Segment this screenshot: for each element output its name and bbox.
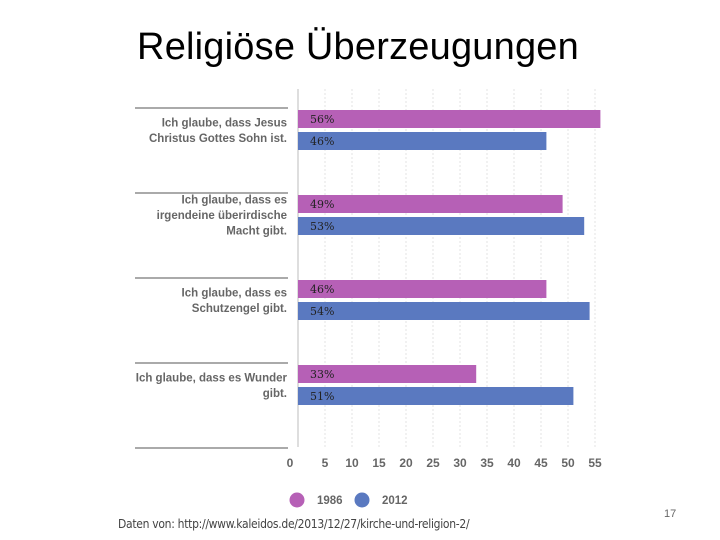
x-tick-label: 20 <box>399 456 413 470</box>
category-label: Ich glaube, dass es <box>182 195 287 207</box>
bar-2012 <box>298 302 590 320</box>
x-tick-label: 40 <box>507 456 521 470</box>
bar-value-label: 56% <box>310 113 334 126</box>
bar-1986 <box>298 110 601 128</box>
x-tick-label: 0 <box>287 456 294 470</box>
category-label: Schutzengel gibt. <box>192 303 287 315</box>
legend-label: 2012 <box>382 495 408 507</box>
bar-value-label: 46% <box>310 135 334 148</box>
category-label: irgendeine überirdische <box>157 210 287 222</box>
bar-1986 <box>298 280 547 298</box>
x-tick-label: 25 <box>426 456 440 470</box>
legend-swatch-2012 <box>354 492 370 508</box>
x-tick-label: 30 <box>453 456 467 470</box>
legend-swatch-1986 <box>289 492 305 508</box>
x-tick-label: 10 <box>345 456 359 470</box>
category-label: Ich glaube, dass Jesus <box>162 117 287 129</box>
x-tick-label: 55 <box>588 456 602 470</box>
x-tick-label: 50 <box>561 456 575 470</box>
x-tick-label: 35 <box>480 456 494 470</box>
bar-value-label: 33% <box>310 368 334 381</box>
bar-value-label: 54% <box>310 305 334 318</box>
source-citation: Daten von: http://www.kaleidos.de/2013/1… <box>118 517 470 531</box>
page-number: 17 <box>664 508 677 520</box>
category-label: Macht gibt. <box>226 226 287 238</box>
bar-value-label: 49% <box>310 198 334 211</box>
category-label: Ich glaube, dass es Wunder <box>136 372 288 384</box>
bar-1986 <box>298 195 563 213</box>
bar-2012 <box>298 387 574 405</box>
bar-value-label: 53% <box>310 220 334 233</box>
x-tick-label: 45 <box>534 456 548 470</box>
category-label: gibt. <box>263 388 287 400</box>
slide-title: Religiöse Überzeugungen <box>137 26 579 68</box>
bar-value-label: 51% <box>310 390 334 403</box>
category-label: Ich glaube, dass es <box>182 287 287 299</box>
x-tick-label: 15 <box>372 456 386 470</box>
x-tick-label: 5 <box>322 456 329 470</box>
legend-label: 1986 <box>317 495 343 507</box>
bar-1986 <box>298 365 477 383</box>
bar-2012 <box>298 217 585 235</box>
category-label: Christus Gottes Sohn ist. <box>149 133 287 145</box>
bar-value-label: 46% <box>310 283 334 296</box>
bar-2012 <box>298 132 547 150</box>
